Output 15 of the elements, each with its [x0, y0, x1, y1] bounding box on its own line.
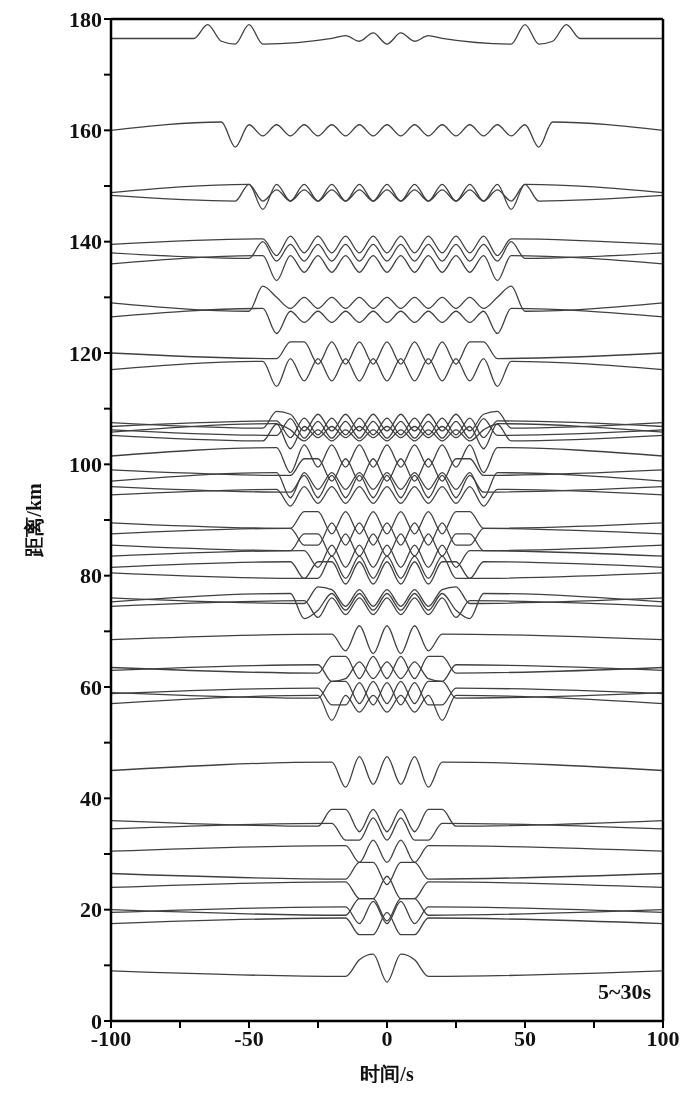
y-tick-label: 100: [69, 452, 102, 478]
y-tick-label: 160: [69, 118, 102, 144]
y-tick-label: 120: [69, 340, 102, 366]
x-tick-label: 50: [514, 1025, 536, 1051]
y-tick-label: 80: [80, 563, 102, 589]
y-axis-title: 距离/km: [23, 482, 46, 558]
x-tick-label: 100: [646, 1025, 680, 1051]
y-tick-label: 60: [80, 674, 102, 700]
y-tick-label: 180: [69, 6, 102, 32]
y-tick-label: 20: [80, 897, 102, 923]
x-tick-label: -50: [234, 1025, 264, 1051]
annotation: 5~30s: [597, 979, 651, 1005]
y-tick-label: 40: [80, 786, 102, 812]
x-tick-label: 0: [381, 1025, 393, 1051]
y-tick-label: 140: [69, 229, 102, 255]
